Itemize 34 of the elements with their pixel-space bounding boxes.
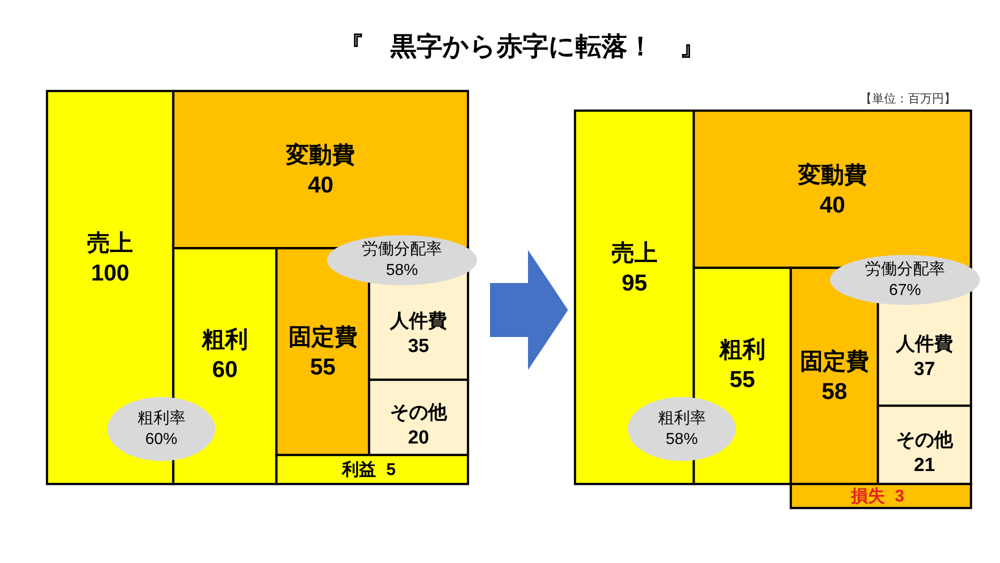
data-label: 60 bbox=[212, 356, 238, 382]
category-label: 固定費 bbox=[288, 324, 358, 350]
data-label: 55 bbox=[730, 366, 756, 392]
data-label: 3 bbox=[894, 486, 904, 506]
data-label: 58 bbox=[822, 378, 848, 404]
category-label: 人件費 bbox=[894, 332, 953, 355]
data-label: 5 bbox=[386, 460, 396, 479]
data-label: 21 bbox=[914, 454, 936, 476]
category-label: 粗利 bbox=[200, 326, 248, 352]
data-label: 40 bbox=[308, 172, 334, 198]
category-label: 変動費 bbox=[796, 161, 867, 188]
text: 『 黒字から赤字に転落！ 』 bbox=[338, 31, 706, 61]
data-label: 100 bbox=[90, 260, 130, 286]
category-label: その他 bbox=[390, 402, 448, 424]
category-label: 固定費 bbox=[800, 348, 869, 374]
data-label: 20 bbox=[408, 427, 430, 448]
category-label: 人件費 bbox=[389, 310, 448, 332]
text: 労働分配率 58% bbox=[362, 240, 442, 280]
data-label: 35 bbox=[408, 336, 430, 357]
text: 労働分配率 67% bbox=[865, 260, 945, 299]
category-label: 損失 bbox=[850, 486, 885, 506]
category-label: 売上 bbox=[87, 230, 134, 256]
data-label: 37 bbox=[914, 358, 936, 380]
data-label: 40 bbox=[820, 191, 846, 218]
category-label: 粗利 bbox=[718, 336, 766, 362]
data-label: 95 bbox=[622, 269, 648, 296]
text: 粗利率 60% bbox=[137, 409, 186, 448]
category-label: 売上 bbox=[611, 239, 658, 266]
category-label: その他 bbox=[896, 430, 954, 451]
category-label: 利益 bbox=[341, 460, 376, 479]
data-label: 55 bbox=[310, 354, 336, 380]
text: 【単位：百万円】 bbox=[860, 92, 956, 106]
text: 粗利率 58% bbox=[658, 409, 706, 448]
category-label: 変動費 bbox=[285, 142, 356, 168]
